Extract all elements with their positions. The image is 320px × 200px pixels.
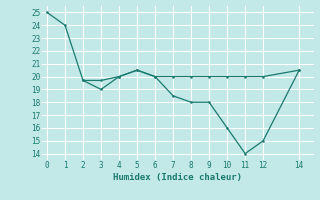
X-axis label: Humidex (Indice chaleur): Humidex (Indice chaleur)	[113, 173, 242, 182]
